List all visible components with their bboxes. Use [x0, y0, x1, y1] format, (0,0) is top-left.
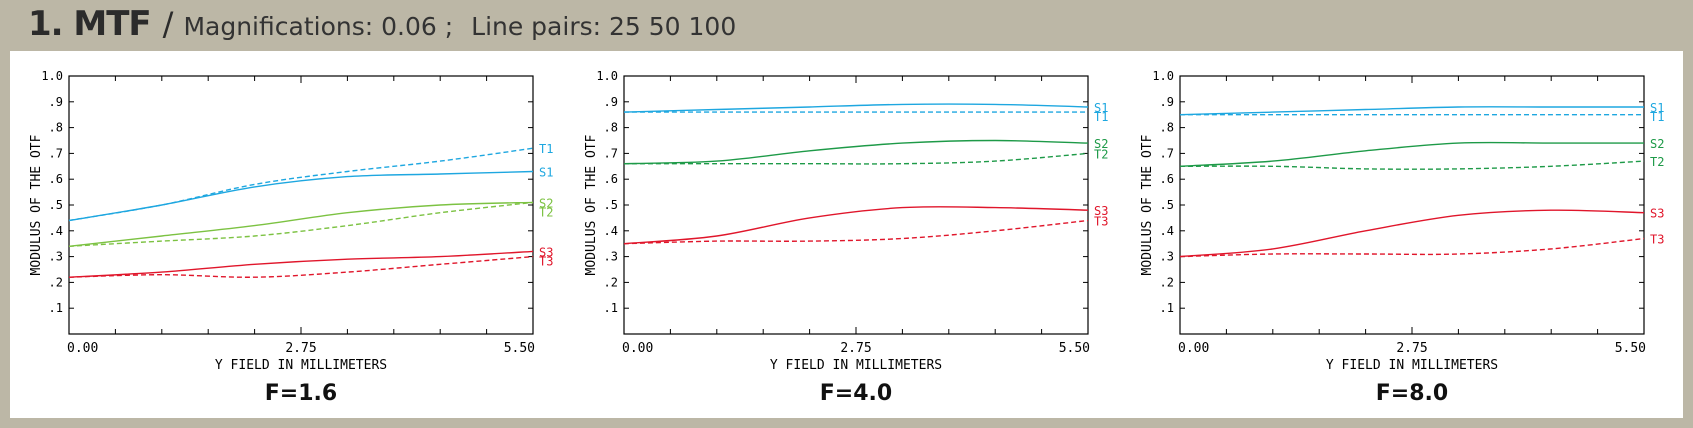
y-tick-label: .2: [1160, 275, 1174, 289]
x-tick-label: 2.75: [840, 341, 871, 356]
y-tick-label: .7: [604, 146, 618, 160]
x-axis-label: Y FIELD IN MILLIMETERS: [1326, 358, 1498, 373]
plot-frame: [623, 75, 1089, 335]
y-tick-label: .3: [49, 250, 63, 264]
series-label-t1: T1: [539, 142, 553, 156]
series-line-s3: [68, 250, 534, 278]
series-line-s3: [623, 206, 1089, 245]
mtf-chart-2: .1 .2 .3 .4 .5 .6 .7 .8 .9 1.0 0.00 2.75 5.50 Y FIELD…: [584, 69, 1108, 406]
y-tick-label: .1: [1160, 301, 1174, 315]
series-label-t2: T2: [1094, 147, 1108, 161]
y-tick-label: .9: [49, 95, 63, 109]
y-tick-label: .2: [49, 275, 63, 289]
line-pairs-text: Line pairs: 25 50 100: [471, 12, 737, 41]
series-label-s3: S3: [539, 245, 553, 259]
series-line-t3: [1179, 237, 1645, 258]
y-tick-label: .5: [1160, 198, 1174, 212]
series-label-s3: S3: [1094, 204, 1108, 218]
series-label-t3: T3: [539, 254, 553, 268]
y-tick-label: .4: [1160, 224, 1174, 238]
mtf-chart-1: .1 .2 .3 .4 .5 .6 .7 .8 .9 1.0 0.00 2.75 5.50 Y FIELD…: [29, 69, 553, 406]
series-line-t2: [624, 152, 1089, 165]
series-label-s3: S3: [1650, 207, 1664, 221]
series-label-t2: T2: [539, 205, 553, 219]
y-axis-label: MODULUS OF THE OTF: [584, 134, 599, 275]
series-label-t1: T1: [1094, 110, 1108, 124]
series-line-s1: [68, 170, 534, 222]
series-label-s1: S1: [1650, 101, 1664, 115]
y-tick-label: .4: [604, 224, 618, 238]
mtf-chart-3: .1 .2 .3 .4 .5 .6 .7 .8 .9 1.0 0.00 2.75 5.50 Y FIELD…: [1140, 69, 1664, 406]
y-tick-label: .5: [604, 198, 618, 212]
y-tick-label: .9: [1160, 95, 1174, 109]
x-tick-label: 2.75: [285, 341, 316, 356]
x-tick-label: 5.50: [1059, 341, 1090, 356]
y-axis-label: MODULUS OF THE OTF: [29, 134, 44, 275]
series-label-t2: T2: [1650, 155, 1664, 169]
series-line-s2: [68, 201, 534, 247]
series-line-s2: [623, 139, 1089, 165]
title-separator: /: [162, 5, 174, 43]
series-label-t1: T1: [1650, 110, 1664, 124]
series-label-t3: T3: [1650, 233, 1664, 247]
y-tick-label: .6: [49, 172, 63, 186]
y-tick-label: 1.0: [41, 69, 63, 83]
y-tick-label: .6: [1160, 172, 1174, 186]
page-header: 1. MTF / Magnifications: 0.06 ; Line pai…: [28, 4, 736, 46]
magnifications-text: Magnifications: 0.06 ;: [183, 12, 454, 41]
mtf-charts: .1 .2 .3 .4 .5 .6 .7 .8 .9 1.0 0.00 2.75 5.50 Y FIELD…: [29, 69, 1664, 406]
y-tick-label: .8: [604, 121, 618, 135]
x-tick-label: 0.00: [67, 341, 98, 356]
plot-frame: [68, 75, 534, 335]
y-tick-label: .4: [49, 224, 63, 238]
page-title: 1. MTF: [28, 4, 152, 44]
y-tick-label: .3: [1160, 250, 1174, 264]
y-tick-label: .9: [604, 95, 618, 109]
x-axis-label: Y FIELD IN MILLIMETERS: [770, 358, 942, 373]
x-tick-label: 0.00: [1178, 341, 1209, 356]
series-label-s2: S2: [1094, 137, 1108, 151]
y-tick-label: .7: [1160, 146, 1174, 160]
series-line-s2: [1179, 141, 1644, 167]
y-tick-label: .3: [604, 250, 618, 264]
y-tick-label: 1.0: [596, 69, 618, 83]
series-line-s3: [1179, 209, 1645, 258]
y-tick-label: .2: [604, 275, 618, 289]
series-line-t1: [68, 147, 534, 222]
series-label-s1: S1: [539, 165, 553, 179]
y-tick-label: .8: [49, 121, 63, 135]
y-tick-label: .8: [1160, 121, 1174, 135]
series-label-t3: T3: [1094, 214, 1108, 228]
y-axis-label: MODULUS OF THE OTF: [1140, 134, 1155, 275]
series-label-s2: S2: [1650, 137, 1664, 151]
y-tick-label: 1.0: [1152, 69, 1174, 83]
x-tick-label: 2.75: [1396, 341, 1427, 356]
y-tick-label: .1: [604, 301, 618, 315]
y-tick-label: .5: [49, 198, 63, 212]
series-line-t3: [623, 219, 1089, 245]
x-tick-label: 0.00: [622, 341, 653, 356]
series-label-s1: S1: [1094, 101, 1108, 115]
y-tick-label: .7: [49, 146, 63, 160]
series-line-t2: [68, 201, 534, 247]
x-tick-label: 5.50: [1615, 341, 1646, 356]
series-line-t3: [68, 255, 534, 278]
series-line-s1: [623, 103, 1089, 113]
y-tick-label: .1: [49, 301, 63, 315]
chart-title: F=4.0: [820, 381, 892, 406]
series-line-s1: [1179, 106, 1644, 116]
chart-title: F=8.0: [1376, 381, 1448, 406]
chart-title: F=1.6: [265, 381, 337, 406]
y-tick-label: .6: [604, 172, 618, 186]
series-line-t2: [1179, 160, 1645, 170]
series-label-s2: S2: [539, 196, 553, 210]
charts-panel: .1 .2 .3 .4 .5 .6 .7 .8 .9 1.0 0.00 2.75 5.50 Y FIELD…: [10, 51, 1683, 418]
x-tick-label: 5.50: [504, 341, 535, 356]
x-axis-label: Y FIELD IN MILLIMETERS: [215, 358, 387, 373]
